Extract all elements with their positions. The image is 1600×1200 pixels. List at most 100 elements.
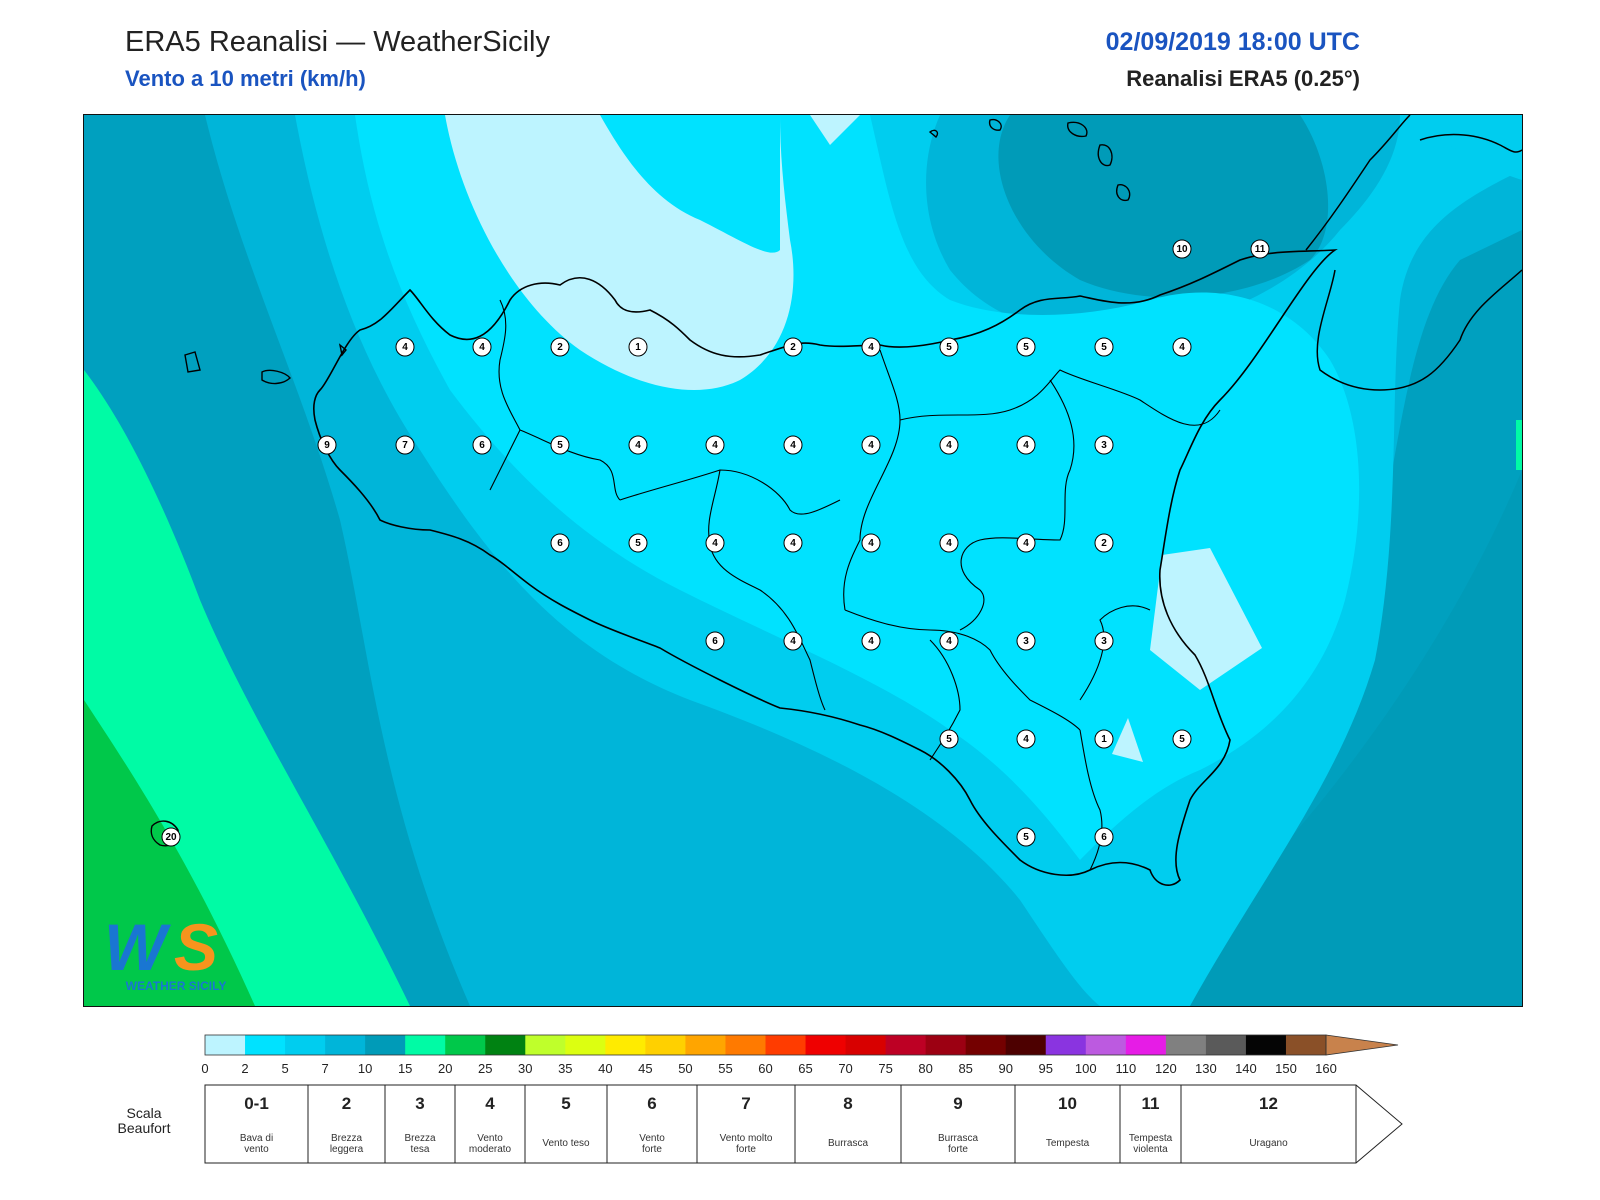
beaufort-scale: Scala Beaufort 0-1 Bava di vento 2 Brezza legge… xyxy=(118,1084,1403,1164)
colorbar-swatch xyxy=(645,1035,686,1055)
beaufort-number: 2 xyxy=(342,1094,351,1113)
beaufort-number: 9 xyxy=(953,1094,962,1113)
colorbar-tick-label: 65 xyxy=(798,1061,812,1076)
beaufort-description: Bava di vento xyxy=(240,1133,273,1155)
colorbar-swatch xyxy=(445,1035,486,1055)
valid-datetime: 02/09/2019 18:00 UTC xyxy=(1105,28,1360,56)
wind-value-marker: 4 xyxy=(1172,337,1192,357)
wind-value-marker: 4 xyxy=(783,533,803,553)
beaufort-description: Burrasca forte xyxy=(938,1133,978,1155)
colorbar-swatch xyxy=(765,1035,807,1055)
wind-value-marker: 11 xyxy=(1250,239,1270,259)
wind-value-marker: 6 xyxy=(550,533,570,553)
wind-value-label: 4 xyxy=(479,342,485,353)
beaufort-level: 6 Vento forte xyxy=(606,1084,698,1164)
wind-value-label: 7 xyxy=(402,440,408,451)
svg-text:S: S xyxy=(174,910,218,984)
wind-value-marker: 5 xyxy=(550,435,570,455)
beaufort-number: 4 xyxy=(485,1094,495,1113)
weathersicily-logo: W S WEATHER SICILY xyxy=(104,910,227,993)
wind-value-label: 3 xyxy=(1101,440,1107,451)
colorbar-tick-label: 100 xyxy=(1075,1061,1097,1076)
calabria-coastline xyxy=(1305,115,1522,391)
wind-value-marker: 5 xyxy=(939,729,959,749)
wind-band-20-25-edge xyxy=(1516,420,1522,470)
wind-value-marker: 4 xyxy=(1016,435,1036,455)
wind-value-label: 4 xyxy=(946,636,952,647)
colorbar-swatch xyxy=(1285,1035,1327,1055)
colorbar-swatch xyxy=(1205,1035,1247,1055)
data-source: Reanalisi ERA5 (0.25°) xyxy=(1126,66,1360,91)
colorbar-tick-label: 160 xyxy=(1315,1061,1337,1076)
wind-value-label: 4 xyxy=(868,440,874,451)
wind-value-label: 6 xyxy=(712,636,718,647)
wind-value-marker: 5 xyxy=(628,533,648,553)
wind-value-marker: 4 xyxy=(783,631,803,651)
beaufort-description: Tempesta violenta xyxy=(1129,1133,1173,1155)
logo-text: WEATHER SICILY xyxy=(126,979,227,993)
colorbar-swatch xyxy=(1125,1035,1167,1055)
wind-value-marker: 4 xyxy=(939,435,959,455)
colorbar-ticks: 0 2 5 7 10 15 20 25 30 35 40 45 50 55 60 65 70 75 80 85 90 95… xyxy=(201,1061,1336,1076)
colorbar-tick-label: 45 xyxy=(638,1061,652,1076)
wind-value-marker: 4 xyxy=(1016,533,1036,553)
beaufort-level: 11 Tempesta violenta xyxy=(1119,1084,1182,1164)
colorbar-swatch xyxy=(285,1035,326,1055)
colorbar-tick-label: 55 xyxy=(718,1061,732,1076)
beaufort-level: 8 Burrasca xyxy=(794,1084,902,1164)
wind-band-5-7-inner xyxy=(600,115,780,253)
colorbar-swatch xyxy=(725,1035,766,1055)
wind-band-7-10-ne xyxy=(1410,115,1522,180)
beaufort-level: 12 Uragano xyxy=(1180,1084,1403,1164)
wind-value-marker: 4 xyxy=(939,631,959,651)
beaufort-level: 7 Vento molto forte xyxy=(696,1084,796,1164)
wind-value-marker: 9 xyxy=(317,435,337,455)
wind-value-marker: 5 xyxy=(1016,337,1036,357)
wind-value-label: 4 xyxy=(712,440,718,451)
wind-value-marker: 4 xyxy=(783,435,803,455)
wind-value-label: 4 xyxy=(946,440,952,451)
colorbar-swatch xyxy=(325,1035,366,1055)
map-title: ERA5 Reanalisi — WeatherSicily xyxy=(125,26,550,58)
wind-value-label: 5 xyxy=(1101,342,1107,353)
colorbar-tick-label: 35 xyxy=(558,1061,572,1076)
colorbar-tick-label: 25 xyxy=(478,1061,492,1076)
colorbar-swatch xyxy=(1005,1035,1047,1055)
colorbar-swatch xyxy=(525,1035,566,1055)
colorbar-tick-label: 10 xyxy=(358,1061,372,1076)
wind-value-label: 4 xyxy=(712,538,718,549)
wind-value-label: 4 xyxy=(790,538,796,549)
wind-value-label: 1 xyxy=(635,342,641,353)
beaufort-level: 0-1 Bava di vento xyxy=(204,1084,309,1164)
wind-value-label: 4 xyxy=(1023,734,1029,745)
colorbar-tick-label: 15 xyxy=(398,1061,412,1076)
wind-band-2-5-south xyxy=(1112,718,1143,762)
wind-value-label: 6 xyxy=(557,538,563,549)
wind-band-2-5-east xyxy=(1150,548,1262,690)
wind-value-marker: 1 xyxy=(628,337,648,357)
wind-value-label: 3 xyxy=(1101,636,1107,647)
wind-value-label: 4 xyxy=(790,440,796,451)
colorbar-tick-label: 30 xyxy=(518,1061,532,1076)
wind-value-label: 6 xyxy=(1101,832,1107,843)
wind-value-marker: 2 xyxy=(550,337,570,357)
colorbar-swatch xyxy=(1085,1035,1127,1055)
wind-value-label: 5 xyxy=(1023,342,1029,353)
wind-value-label: 2 xyxy=(1101,538,1107,549)
wind-value-marker: 4 xyxy=(628,435,648,455)
wind-value-label: 4 xyxy=(1023,440,1029,451)
colorbar-tick-label: 60 xyxy=(758,1061,772,1076)
beaufort-description: Vento moderato xyxy=(469,1133,512,1155)
colorbar-arrow xyxy=(1325,1034,1399,1056)
colorbar-tick-label: 120 xyxy=(1155,1061,1177,1076)
beaufort-description: Brezza leggera xyxy=(330,1133,364,1155)
beaufort-description: Brezza tesa xyxy=(404,1133,436,1155)
wind-value-label: 6 xyxy=(479,440,485,451)
legend: 0 2 5 7 10 15 20 25 30 35 40 45 50 55 60 65 70 75 80 85 90 95… xyxy=(118,1034,1403,1164)
wind-value-marker: 4 xyxy=(705,435,725,455)
wind-value-label: 4 xyxy=(635,440,641,451)
colorbar-tick-label: 130 xyxy=(1195,1061,1217,1076)
wind-value-marker: 3 xyxy=(1094,435,1114,455)
wind-value-marker: 3 xyxy=(1016,631,1036,651)
colorbar-swatch xyxy=(1245,1035,1287,1055)
